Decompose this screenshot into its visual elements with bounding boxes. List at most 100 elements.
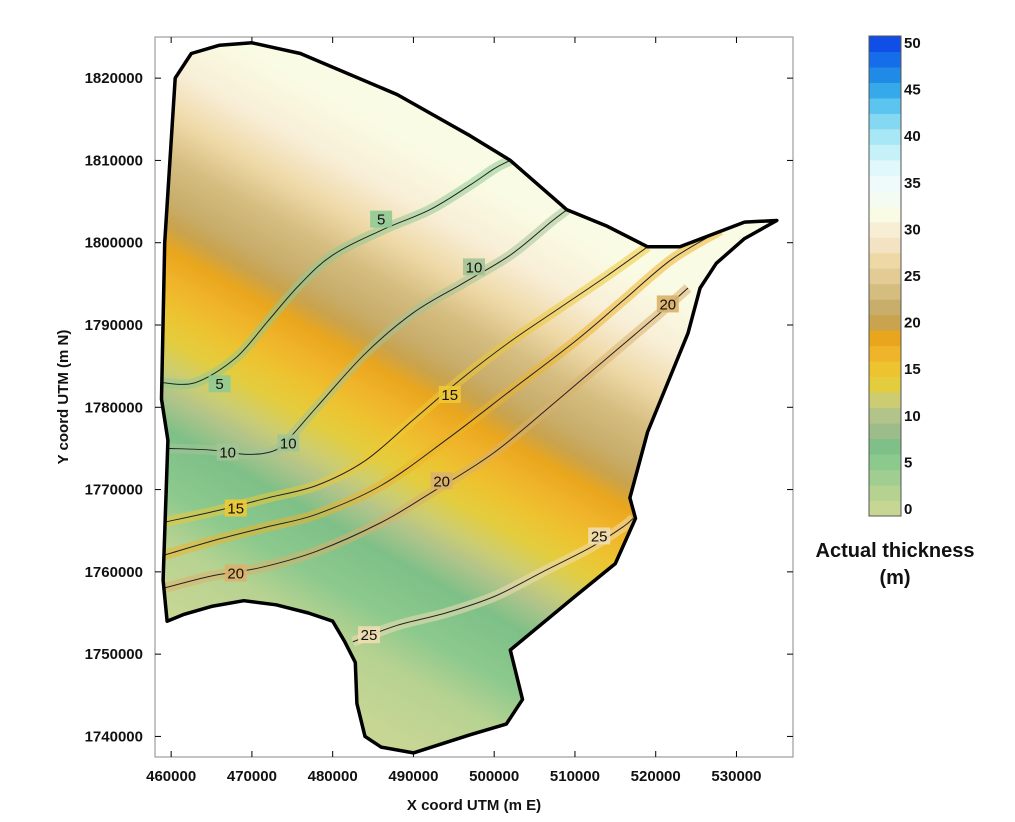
y-tick-label: 1780000 [85, 399, 143, 416]
contour-label: 10 [219, 445, 236, 462]
y-tick-label: 1760000 [85, 564, 143, 581]
contour-label-bg [438, 385, 461, 403]
colorbar-swatch [869, 190, 901, 207]
contour-label: 20 [659, 296, 676, 313]
contour-label: 15 [441, 387, 458, 404]
y-tick-label: 1750000 [85, 646, 143, 663]
contour-label-bg [588, 527, 611, 545]
colorbar-swatch [869, 175, 901, 192]
colorbar-swatch [869, 51, 901, 68]
colorbar-swatch [869, 376, 901, 393]
colorbar-tick-label: 50 [904, 35, 921, 52]
colorbar-frame [868, 35, 902, 517]
colorbar-tick-label: 5 [904, 454, 912, 471]
colorbar-tick-label: 30 [904, 221, 921, 238]
colorbar-swatch [869, 469, 901, 486]
colorbar-swatch [869, 438, 901, 455]
colorbar-swatch [869, 82, 901, 99]
y-tick-label: 1820000 [85, 70, 143, 87]
colorbar-swatch [869, 330, 901, 347]
colorbar-swatch [869, 113, 901, 130]
y-tick-label: 1740000 [85, 728, 143, 745]
contour-label-bg [277, 434, 300, 452]
colorbar-swatch [869, 314, 901, 331]
colorbar-swatch [869, 268, 901, 285]
y-tick-label: 1770000 [85, 482, 143, 499]
colorbar-swatch [869, 345, 901, 362]
contour-line-15 [162, 246, 648, 523]
contour-label-bg [224, 499, 247, 517]
contour-line-25 [352, 518, 634, 643]
x-tick-label: 510000 [550, 768, 600, 785]
colorbar-swatch [869, 144, 901, 161]
contour-labels: 5 5 10 10 10 15 15 20 20 20 25 25 [208, 210, 679, 644]
contour-label: 25 [361, 627, 378, 644]
x-tick-label: 500000 [469, 768, 519, 785]
contour-label: 20 [433, 473, 450, 490]
colorbar-swatch [869, 361, 901, 378]
colorbar-tick-label: 40 [904, 128, 921, 145]
x-axis-title: X coord UTM (m E) [407, 797, 541, 814]
x-tick-label: 520000 [631, 768, 681, 785]
colorbar-tick-label: 10 [904, 408, 921, 425]
contour-label: 10 [466, 259, 483, 276]
colorbar-swatch [869, 423, 901, 440]
contour-line-17.5 [162, 229, 721, 556]
contour-lines [161, 155, 723, 647]
colorbar-swatch [869, 206, 901, 223]
colorbar-swatch [869, 97, 901, 114]
contour-label-bg [656, 295, 679, 313]
contour-label-bg [216, 443, 239, 461]
colorbar-title-line-2: (m) [879, 567, 910, 589]
colorbar-tick-label: 15 [904, 361, 921, 378]
contour-label-bg [208, 375, 231, 393]
contour-label-bg [358, 626, 381, 644]
colorbar-tick-label: 25 [904, 268, 921, 285]
x-tick-label: 480000 [308, 768, 358, 785]
colorbar-title-line-1: Actual thickness [816, 540, 975, 562]
colorbar-swatch [869, 407, 901, 424]
x-tick-label: 470000 [227, 768, 277, 785]
x-tick-label: 460000 [146, 768, 196, 785]
colorbar-swatch [869, 299, 901, 316]
contour-line-10 [167, 209, 568, 455]
colorbar-swatch [869, 66, 901, 83]
colorbar-tick-label: 0 [904, 501, 912, 518]
colorbar-swatch [869, 252, 901, 269]
colorbar-tick-label: 35 [904, 175, 921, 192]
y-tick-label: 1790000 [85, 317, 143, 334]
colorbar-swatch [869, 283, 901, 300]
colorbar-swatch [869, 500, 901, 517]
contour-label: 20 [227, 566, 244, 583]
contour-label: 5 [377, 212, 385, 229]
colorbar-swatch [869, 454, 901, 471]
x-tick-label: 490000 [388, 768, 438, 785]
x-tick-label: 530000 [711, 768, 761, 785]
contour-label: 10 [280, 435, 297, 452]
colorbar-swatch [869, 128, 901, 145]
contour-label-bg [430, 472, 453, 490]
colorbar-swatch [869, 159, 901, 176]
contour-label-bg [370, 210, 393, 228]
contour-label: 5 [215, 376, 223, 393]
colorbar: 0 5 10 15 20 25 30 35 40 45 50 [868, 35, 921, 518]
colorbar-tick-label: 45 [904, 82, 921, 99]
colorbar-swatch [869, 485, 901, 502]
contour-label: 15 [227, 500, 244, 517]
colorbar-swatch [869, 221, 901, 238]
colorbar-tick-label: 20 [904, 315, 921, 332]
y-axis: 1740000 1750000 1760000 1770000 1780000 17900… [85, 70, 793, 745]
y-tick-label: 1800000 [85, 235, 143, 252]
region-boundary [159, 41, 779, 755]
x-axis: 460000 470000 480000 490000 500000 510000 5200… [146, 37, 761, 785]
contour-line-20 [162, 287, 689, 589]
colorbar-swatch [869, 36, 901, 52]
y-axis-title: Y coord UTM (m N) [55, 330, 72, 465]
contour-label-bg [463, 258, 485, 276]
y-tick-label: 1810000 [85, 152, 143, 169]
contour-line-5 [161, 159, 511, 385]
colorbar-swatch [869, 237, 901, 254]
colorbar-swatch [869, 392, 901, 409]
contour-label: 25 [591, 528, 608, 545]
